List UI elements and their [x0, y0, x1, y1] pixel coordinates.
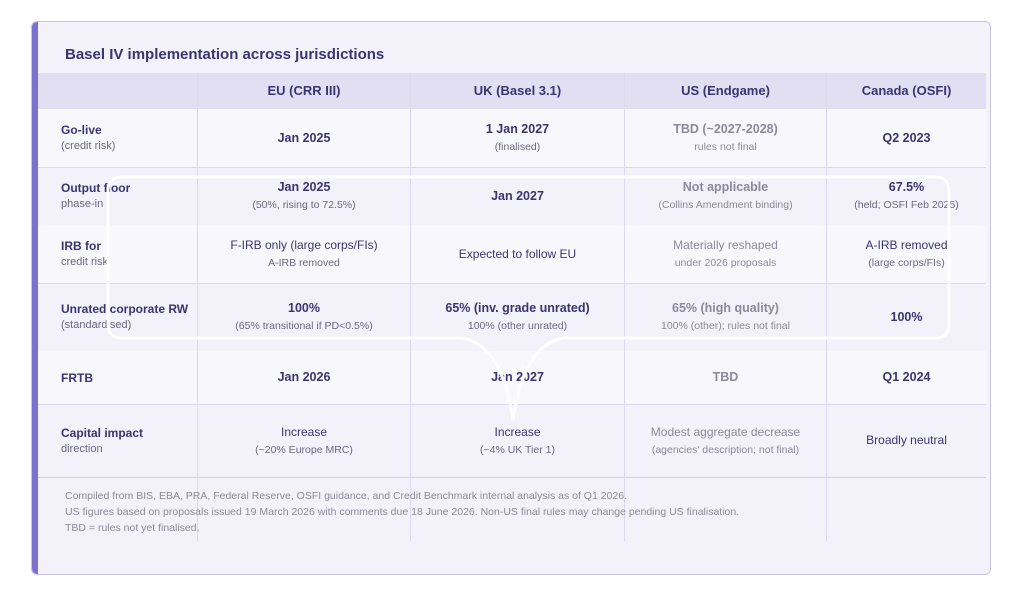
- table-cell: TBD (~2027-2028) rules not final: [625, 109, 826, 167]
- cell-main-text: Jan 2025: [277, 130, 331, 145]
- cell-main-text: Jan 2027: [491, 188, 544, 203]
- column-divider: [410, 73, 411, 541]
- row-label-text: IRB for: [61, 239, 101, 253]
- table-cell: Expected to follow EU: [411, 225, 624, 283]
- cell-main-text: Q2 2023: [882, 130, 931, 145]
- table-cell: Modest aggregate decrease (agencies' desc…: [625, 404, 826, 477]
- table-header: [38, 73, 986, 109]
- cell-main-text: Modest aggregate decrease: [650, 424, 801, 439]
- cell-sub-text: (agencies' description; not final): [651, 443, 800, 456]
- row-label-irb: IRB for credit risk: [61, 225, 191, 283]
- row-label-unrated-corporate-rw: Unrated corporate RW (standardised): [61, 283, 191, 351]
- header-us: US (Endgame): [681, 83, 770, 98]
- cell-main-text: A-IRB removed: [865, 238, 948, 252]
- table-cell: A-IRB removed (large corps/FIs): [827, 225, 986, 283]
- cell-main-text: TBD: [712, 370, 739, 384]
- row-sublabel-text: (standardised): [61, 319, 132, 331]
- cell-main-text: Jan 2025: [277, 180, 331, 194]
- row-label-text: Unrated corporate RW: [61, 302, 189, 316]
- cell-main-text: Increase: [280, 424, 328, 439]
- table-cell: TBD: [625, 351, 826, 404]
- cell-main-text: 65% (high quality): [672, 301, 779, 315]
- table-cell: 67.5% (held; OSFI Feb 2025): [827, 167, 986, 225]
- cell-main-text: 1 Jan 2027: [485, 122, 550, 136]
- table-cell: Q2 2023: [827, 109, 986, 167]
- table-cell: 1 Jan 2027 (finalised): [411, 109, 624, 167]
- column-divider: [197, 73, 198, 541]
- cell-sub-text: (~20% Europe MRC): [255, 443, 353, 456]
- footnote-divider: [38, 477, 986, 478]
- cell-main-text: 100%: [890, 309, 923, 324]
- header-eu: EU (CRR III): [267, 83, 341, 98]
- header-canada: Canada (OSFI): [861, 83, 952, 98]
- cell-main-text: Jan 2026: [277, 370, 331, 384]
- row-label-text: Output floor: [61, 181, 131, 195]
- cell-main-text: TBD (~2027-2028): [673, 122, 778, 136]
- cell-main-text: Increase: [494, 424, 541, 439]
- cell-main-text: Not applicable: [682, 180, 769, 194]
- cell-main-text: 67.5%: [888, 180, 925, 194]
- row-label-text: Go-live: [61, 123, 102, 137]
- cell-sub-text: (finalised): [494, 141, 541, 153]
- table-cell: Q1 2024: [827, 351, 986, 404]
- footnotes: Compiled from BIS, EBA, PRA, Federal Res…: [65, 488, 739, 536]
- cell-sub-text: (50%, rising to 72.5%): [252, 199, 356, 211]
- cell-main-text: Broadly neutral: [866, 433, 947, 447]
- table-cell: Jan 2025: [198, 109, 410, 167]
- cell-sub-text: (65% transitional if PD<0.5%): [235, 320, 373, 332]
- footnote-line: Compiled from BIS, EBA, PRA, Federal Res…: [65, 490, 628, 502]
- speech-bubble-outline: [106, 175, 951, 421]
- table-cell: 100% (65% transitional if PD<0.5%): [198, 283, 410, 351]
- table-cell: 65% (inv. grade unrated) 100% (other unra…: [411, 283, 624, 351]
- row-label-go-live: Go-live (credit risk): [61, 109, 191, 167]
- cell-sub-text: under 2026 proposals: [674, 257, 777, 269]
- table-cell: Jan 2026: [198, 351, 410, 404]
- row-sublabel-text: direction: [61, 442, 103, 455]
- cell-sub-text: (held; OSFI Feb 2025): [854, 199, 959, 211]
- row-sublabel-text: (credit risk): [61, 140, 116, 152]
- table-row: [38, 351, 986, 405]
- row-label-text: Capital impact: [61, 425, 144, 440]
- column-divider: [624, 73, 625, 541]
- row-sublabel-text: phase-in: [61, 198, 104, 210]
- cell-sub-text: 100% (other unrated): [467, 320, 568, 332]
- table-row: [38, 225, 986, 284]
- row-label-capital-impact: Capital impact direction: [61, 404, 191, 477]
- card-title: Basel IV implementation across jurisdict…: [65, 46, 385, 63]
- table-cell: Not applicable (Collins Amendment binding…: [625, 167, 826, 225]
- cell-main-text: F-IRB only (large corps/FIs): [230, 238, 378, 252]
- header-uk: UK (Basel 3.1): [473, 83, 562, 98]
- cell-sub-text: (~4% UK Tier 1): [480, 443, 555, 456]
- table-cell: Broadly neutral: [827, 404, 986, 477]
- cell-main-text: 100%: [288, 301, 320, 315]
- cell-sub-text: (Collins Amendment binding): [658, 199, 793, 211]
- table-cell: F-IRB only (large corps/FIs) A-IRB remove…: [198, 225, 410, 283]
- table-cell: Jan 2025 (50%, rising to 72.5%): [198, 167, 410, 225]
- cell-main-text: Q1 2024: [882, 370, 931, 384]
- cell-sub-text: rules not final: [694, 141, 757, 153]
- table-cell: Increase (~20% Europe MRC): [198, 404, 410, 477]
- cell-main-text: Materially reshaped: [673, 238, 778, 252]
- cell-main-text: 65% (inv. grade unrated): [445, 301, 590, 315]
- table-cell: 100%: [827, 283, 986, 351]
- row-sublabel-text: credit risk: [61, 256, 109, 268]
- table-cell: 65% (high quality) 100% (other); rules no…: [625, 283, 826, 351]
- cell-sub-text: A-IRB removed: [268, 257, 340, 269]
- cell-sub-text: (large corps/FIs): [868, 257, 945, 269]
- table-cell: Jan 2027: [411, 167, 624, 225]
- cell-main-text: Expected to follow EU: [458, 246, 577, 261]
- row-label-output-floor: Output floor phase-in: [61, 167, 191, 225]
- comparison-card: Basel IV implementation across jurisdict…: [31, 21, 991, 575]
- footnote-line: TBD = rules not yet finalised.: [65, 522, 200, 534]
- footnote-line: US figures based on proposals issued 19 …: [65, 506, 740, 518]
- row-label-frtb: FRTB: [61, 351, 191, 404]
- row-label-text: FRTB: [61, 370, 93, 385]
- table-cell: Increase (~4% UK Tier 1): [411, 404, 624, 477]
- table-row: [38, 109, 986, 168]
- table-cell: Materially reshaped under 2026 proposals: [625, 225, 826, 283]
- cell-sub-text: 100% (other); rules not final: [661, 320, 790, 332]
- column-divider: [826, 73, 827, 541]
